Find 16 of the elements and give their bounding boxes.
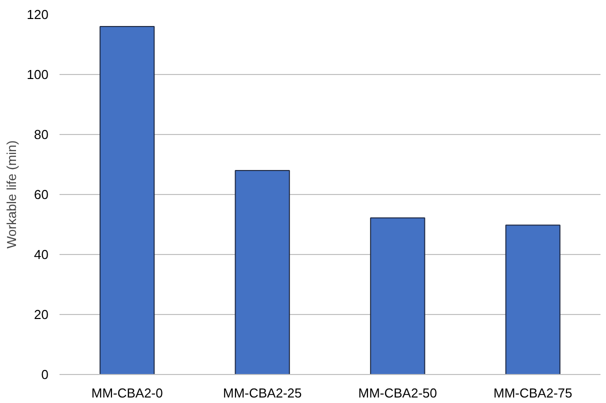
y-tick-label: 120 (26, 7, 49, 22)
y-tick-label: 0 (41, 367, 49, 382)
y-axis-title: Workable life (min) (4, 140, 19, 249)
bar (234, 170, 290, 374)
x-tick-label: MM-CBA2-0 (91, 386, 163, 400)
y-tick-label: 100 (26, 67, 49, 82)
y-tick-label: 20 (34, 307, 49, 322)
x-tick-label: MM-CBA2-50 (358, 386, 438, 400)
bar (100, 26, 155, 374)
x-tick-label: MM-CBA2-75 (494, 386, 572, 400)
bar (505, 224, 560, 374)
bar (370, 217, 426, 374)
x-tick-label: MM-CBA2-25 (223, 386, 302, 400)
y-tick-label: 40 (34, 247, 49, 262)
y-tick-label: 60 (34, 187, 49, 202)
y-tick-label: 80 (34, 127, 49, 142)
